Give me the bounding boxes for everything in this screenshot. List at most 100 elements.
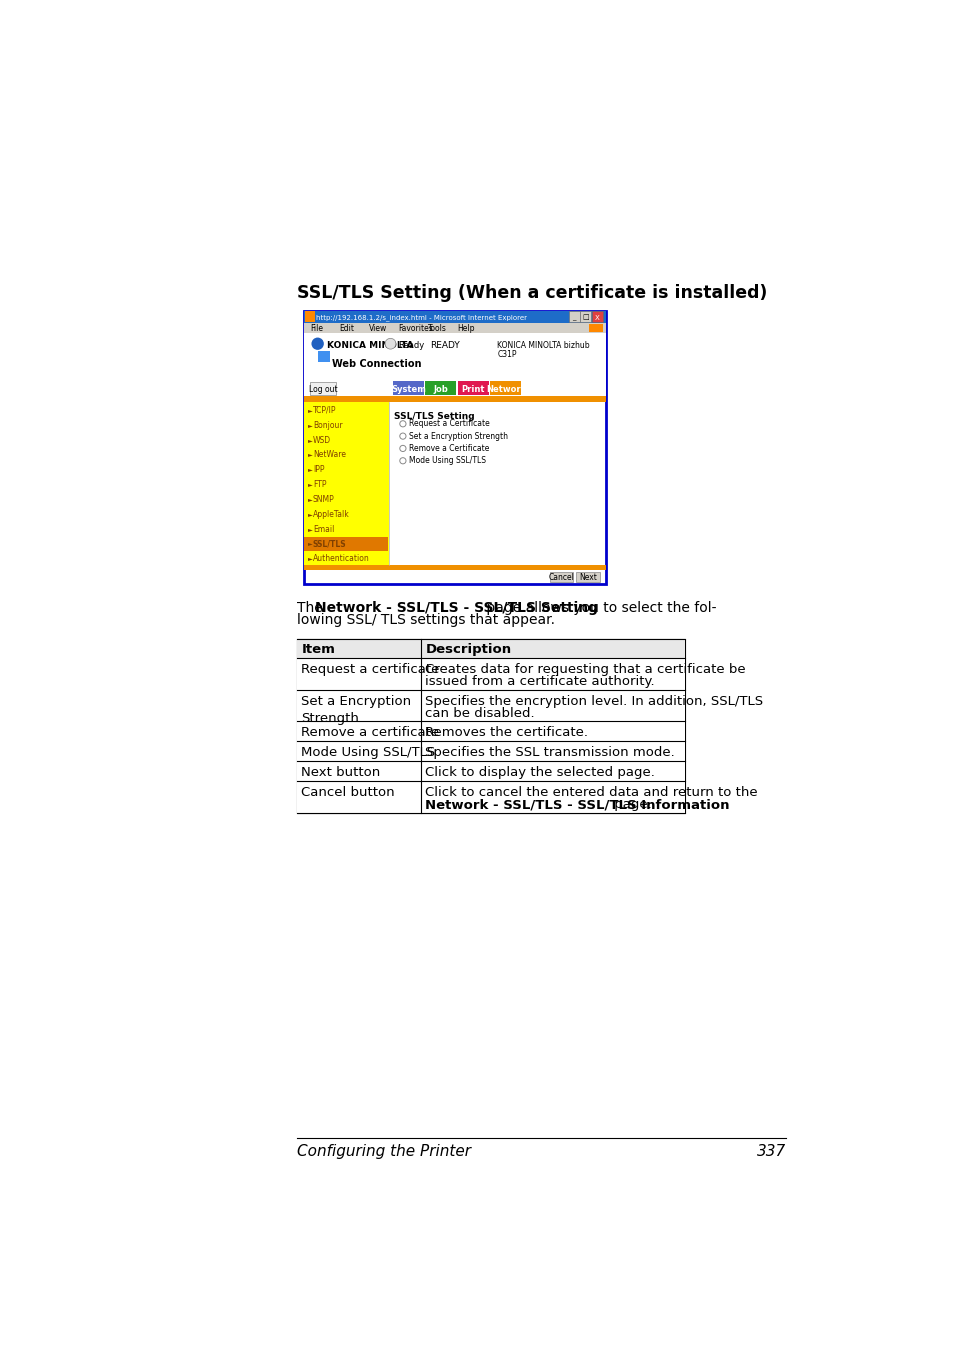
Circle shape xyxy=(399,458,406,464)
Text: Next button: Next button xyxy=(301,765,380,779)
Text: http://192.168.1.2/s_index.html - Microsoft Internet Explorer: http://192.168.1.2/s_index.html - Micros… xyxy=(315,315,527,321)
Bar xyxy=(297,761,684,782)
Text: Next: Next xyxy=(578,572,597,582)
Bar xyxy=(303,402,389,566)
Text: Click to cancel the entered data and return to the: Click to cancel the entered data and ret… xyxy=(425,786,758,799)
Bar xyxy=(304,418,388,432)
Text: Cancel button: Cancel button xyxy=(301,786,395,799)
Bar xyxy=(303,310,605,323)
Bar xyxy=(425,382,456,396)
Bar xyxy=(297,721,684,741)
Bar xyxy=(568,312,579,323)
Text: ►: ► xyxy=(307,408,312,413)
Text: ►: ► xyxy=(307,423,312,428)
Text: Set a Encryption Strength: Set a Encryption Strength xyxy=(409,432,508,440)
Text: ►: ► xyxy=(307,541,312,547)
Bar xyxy=(303,310,605,585)
Text: page.: page. xyxy=(609,798,651,811)
Text: Removes the certificate.: Removes the certificate. xyxy=(425,726,588,738)
Text: issued from a certificate authority.: issued from a certificate authority. xyxy=(425,675,655,687)
Bar xyxy=(304,404,388,417)
Bar xyxy=(304,536,388,551)
Text: □: □ xyxy=(582,315,589,320)
Text: READY: READY xyxy=(430,340,459,350)
Bar xyxy=(304,462,388,477)
Text: Item: Item xyxy=(301,643,335,656)
Bar xyxy=(310,382,335,394)
Bar xyxy=(303,566,605,570)
Text: KONICA MINOLTA bizhub: KONICA MINOLTA bizhub xyxy=(497,340,590,350)
Bar xyxy=(457,382,488,396)
Bar xyxy=(304,521,388,536)
Bar xyxy=(303,333,605,381)
Circle shape xyxy=(311,338,323,350)
Bar xyxy=(393,382,423,396)
Text: Help: Help xyxy=(456,324,475,333)
Text: Job: Job xyxy=(433,385,448,394)
Text: _: _ xyxy=(572,315,576,320)
Text: X: X xyxy=(595,315,599,320)
Text: SSL/TLS Setting (When a certificate is installed): SSL/TLS Setting (When a certificate is i… xyxy=(297,284,767,301)
Text: SSL/TLS: SSL/TLS xyxy=(313,540,346,548)
Text: Edit: Edit xyxy=(339,324,354,333)
Bar xyxy=(304,551,388,566)
Bar xyxy=(588,324,602,332)
Bar xyxy=(579,312,591,323)
Text: ►: ► xyxy=(307,556,312,562)
Bar xyxy=(297,657,684,690)
Text: NetWare: NetWare xyxy=(313,451,346,459)
Text: IPP: IPP xyxy=(313,466,324,474)
Text: Description: Description xyxy=(425,643,511,656)
Text: Mode Using SSL/TLS: Mode Using SSL/TLS xyxy=(301,745,436,759)
Bar xyxy=(592,312,602,323)
Text: ►: ► xyxy=(307,467,312,472)
Circle shape xyxy=(399,433,406,439)
Text: Configuring the Printer: Configuring the Printer xyxy=(297,1143,471,1158)
Text: Network: Network xyxy=(485,385,525,394)
Text: KONICA MINOLTA: KONICA MINOLTA xyxy=(327,340,414,350)
Bar xyxy=(317,351,330,362)
Text: Request a Certificate: Request a Certificate xyxy=(409,420,489,428)
Text: Log out: Log out xyxy=(309,385,337,394)
Text: Specifies the SSL transmission mode.: Specifies the SSL transmission mode. xyxy=(425,745,675,759)
Text: Click to display the selected page.: Click to display the selected page. xyxy=(425,765,655,779)
Text: WSD: WSD xyxy=(313,436,331,444)
Text: Bonjour: Bonjour xyxy=(313,421,342,429)
Text: Ready: Ready xyxy=(397,340,424,350)
Text: lowing SSL/ TLS settings that appear.: lowing SSL/ TLS settings that appear. xyxy=(297,613,555,628)
Bar xyxy=(303,381,605,396)
Text: Remove a certificate: Remove a certificate xyxy=(301,726,439,738)
Bar xyxy=(304,477,388,491)
Text: ►: ► xyxy=(307,497,312,502)
Text: Email: Email xyxy=(313,525,334,533)
Text: ►: ► xyxy=(307,437,312,443)
Bar xyxy=(305,312,314,323)
Text: Tools: Tools xyxy=(427,324,446,333)
Circle shape xyxy=(399,421,406,427)
Bar xyxy=(297,741,684,761)
Circle shape xyxy=(385,339,395,350)
Text: System: System xyxy=(391,385,425,394)
Text: ►: ► xyxy=(307,452,312,458)
Text: Favorites: Favorites xyxy=(397,324,433,333)
Text: page allows you to select the fol-: page allows you to select the fol- xyxy=(482,601,716,614)
Text: Network - SSL/TLS - SSL/TLS Setting: Network - SSL/TLS - SSL/TLS Setting xyxy=(314,601,598,614)
Text: Request a certificate: Request a certificate xyxy=(301,663,439,675)
Text: ►: ► xyxy=(307,482,312,487)
Text: The: The xyxy=(297,601,327,614)
Text: View: View xyxy=(369,324,387,333)
Bar xyxy=(303,323,605,333)
Text: SNMP: SNMP xyxy=(313,495,335,504)
Text: FTP: FTP xyxy=(313,481,326,489)
Text: Authentication: Authentication xyxy=(313,555,370,563)
Text: 337: 337 xyxy=(756,1143,785,1158)
Text: AppleTalk: AppleTalk xyxy=(313,510,350,518)
Bar xyxy=(490,382,521,396)
Bar xyxy=(297,782,684,814)
Text: can be disabled.: can be disabled. xyxy=(425,707,535,720)
Bar xyxy=(304,433,388,447)
Circle shape xyxy=(399,446,406,451)
Text: File: File xyxy=(310,324,322,333)
Bar xyxy=(304,491,388,506)
Text: Remove a Certificate: Remove a Certificate xyxy=(409,444,489,454)
